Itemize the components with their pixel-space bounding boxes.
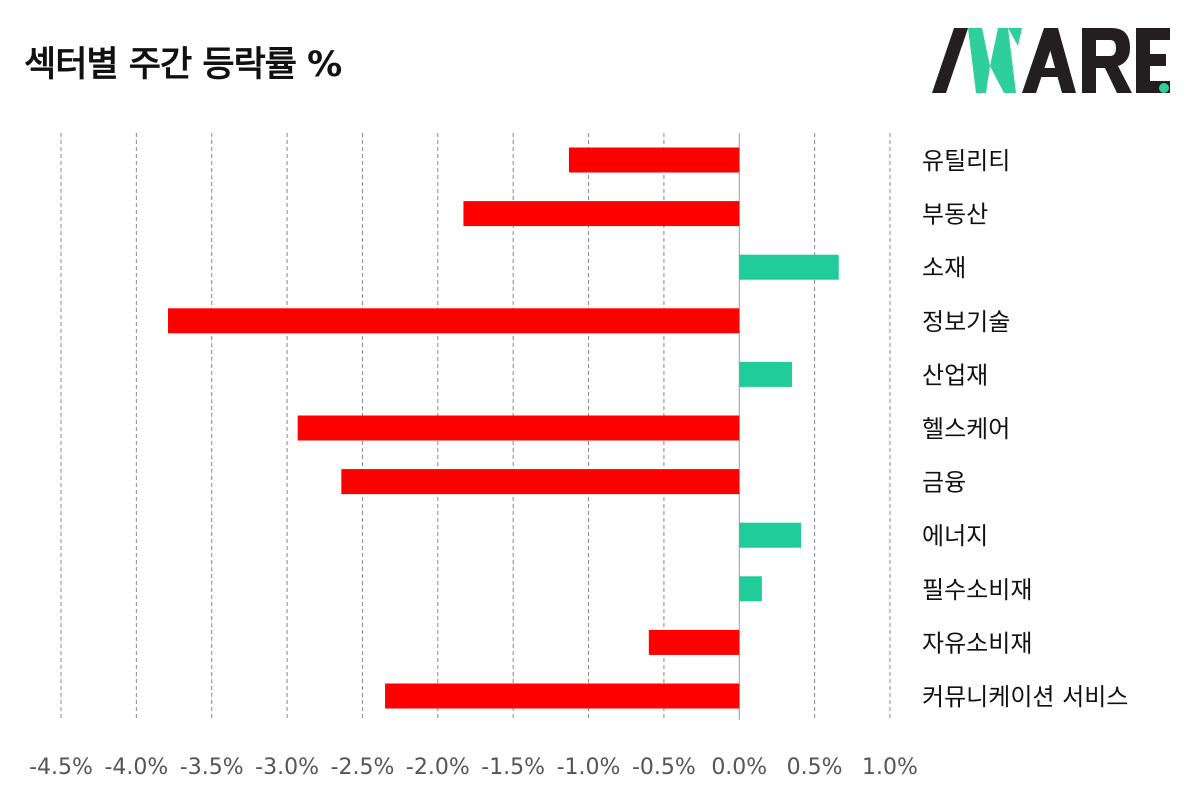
bar [648, 629, 740, 655]
bar [739, 254, 839, 280]
aware-logo-graphic [932, 28, 1170, 93]
category-label: 커뮤니케이션 서비스 [922, 683, 1128, 711]
x-tick-label: -0.5% [632, 755, 696, 780]
x-tick-label: -1.0% [557, 755, 621, 780]
bar [385, 683, 740, 709]
x-tick-label: -3.0% [255, 755, 319, 780]
x-tick-label: 1.0% [862, 755, 918, 780]
category-label: 금융 [922, 469, 966, 497]
category-label: 산업재 [922, 361, 988, 389]
category-label: 정보기술 [922, 308, 1010, 336]
bar [463, 201, 740, 227]
category-label: 자유소비재 [922, 629, 1032, 657]
category-label: 필수소비재 [922, 576, 1032, 604]
category-label: 유틸리티 [922, 147, 1010, 175]
category-label: 부동산 [922, 201, 988, 229]
x-tick-label: -4.5% [29, 755, 93, 780]
category-label: 소재 [922, 254, 966, 282]
x-tick-label: -2.5% [331, 755, 395, 780]
bar [568, 147, 740, 173]
bar [168, 308, 740, 334]
x-tick-label: 0.0% [711, 755, 767, 780]
category-label: 헬스케어 [922, 415, 1010, 443]
aware-logo [932, 26, 1172, 100]
x-tick-label: -4.0% [104, 755, 168, 780]
category-label: 에너지 [922, 522, 988, 550]
chart-title: 섹터별 주간 등락률 % [24, 45, 342, 85]
x-tick-label: 0.5% [787, 755, 843, 780]
bar [297, 415, 740, 441]
bar [739, 522, 802, 548]
x-tick-label: -2.0% [406, 755, 470, 780]
x-tick-label: -1.5% [481, 755, 545, 780]
bar [739, 576, 762, 602]
bar [739, 361, 793, 387]
bar [341, 469, 740, 495]
x-tick-label: -3.5% [180, 755, 244, 780]
